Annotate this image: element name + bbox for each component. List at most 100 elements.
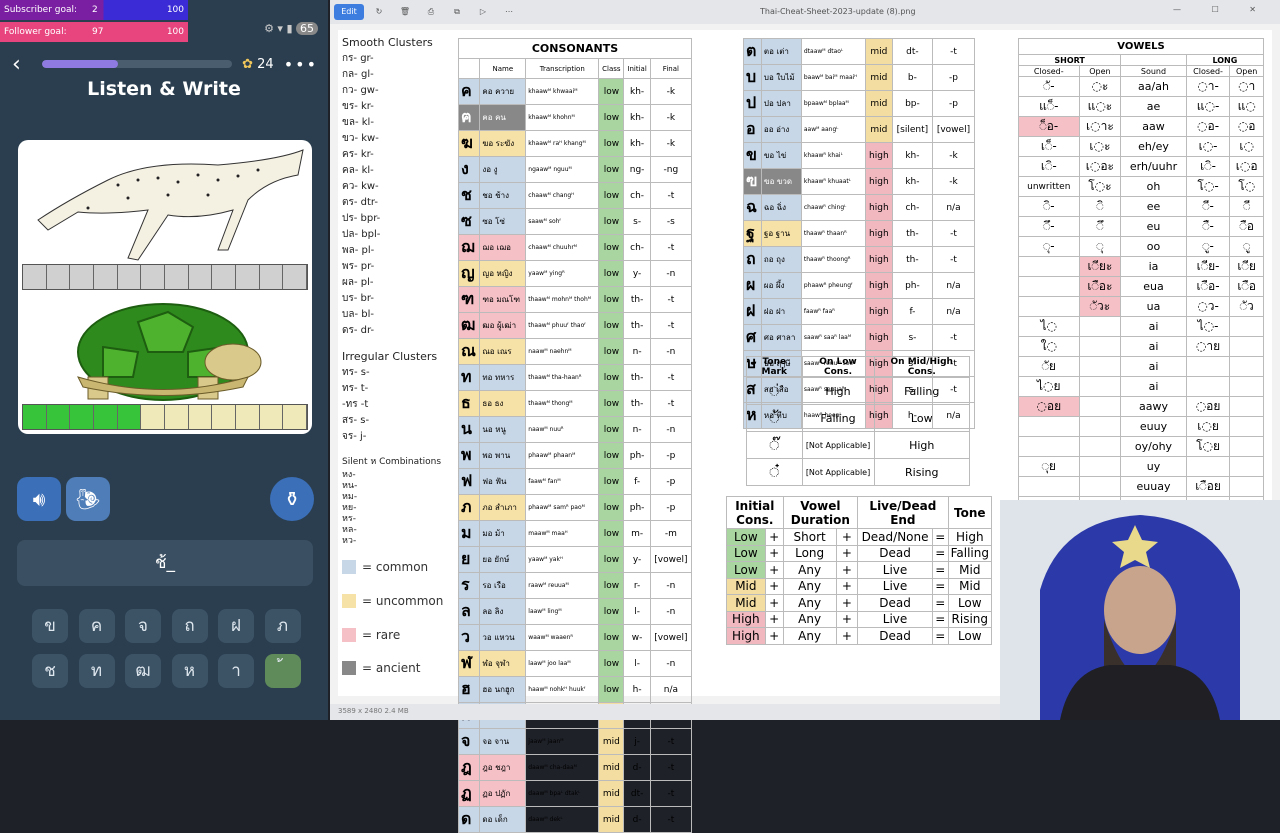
consonant-name: ดอ เด็ก	[479, 806, 527, 833]
tone-cell: [Not Applicable]	[801, 458, 875, 486]
print-icon[interactable]: ⎙	[427, 7, 435, 16]
consonant-class: low	[598, 130, 625, 157]
lesson-progress-fill	[42, 60, 119, 68]
consonant-class: high	[864, 168, 893, 195]
window-controls[interactable]: — ☐ ✕	[1173, 5, 1270, 14]
thai-key[interactable]: ถ	[171, 609, 208, 643]
thai-key[interactable]: จ	[125, 609, 161, 643]
consonant-class: low	[598, 364, 625, 391]
vowel-cell: ai	[1120, 336, 1187, 357]
rotate-icon[interactable]: ↻	[375, 7, 383, 16]
tone-cell: [Not Applicable]	[801, 431, 875, 459]
final-sound: -t	[649, 312, 693, 339]
thai-key[interactable]: ท	[78, 654, 115, 688]
vowel-cell: โ◌ย	[1185, 436, 1231, 457]
consonant-class: low	[598, 494, 625, 521]
thai-key[interactable]: ภ	[264, 609, 301, 643]
rule-cell: +	[835, 610, 859, 628]
vowel-row: euuy เ◌ย	[1018, 416, 1264, 437]
consonant-letter: ล	[457, 598, 481, 625]
consonant-letter: ณ	[457, 338, 481, 365]
vowel-cell: เ◌อ	[1229, 156, 1264, 177]
consonant-class: low	[598, 624, 625, 651]
speaker-button[interactable]: 🔊︎	[17, 477, 61, 521]
transcription: daawᴹ cha-daaᴹ	[525, 754, 600, 781]
more-icon[interactable]: ⋯	[505, 7, 513, 16]
irregular-clusters: Irregular Clusters ทร- s- ทร- t- -ทร -t สร-…	[342, 350, 452, 445]
consonant-letter: ช	[457, 182, 481, 209]
consonant-letter: ง	[457, 156, 481, 183]
thai-key[interactable]: ฝ	[218, 609, 254, 643]
consonant-letter: ต	[743, 38, 762, 65]
hint-button[interactable]: ⚱	[270, 477, 314, 521]
answer-input[interactable]: ช้_	[17, 540, 313, 586]
consonant-letter: ภ	[457, 494, 481, 521]
consonant-letter: ค	[457, 78, 481, 105]
transcription: faawᴿ faaᴿ	[800, 298, 866, 325]
slideshow-icon[interactable]: ▷	[479, 7, 487, 16]
column-header: Final	[649, 58, 693, 79]
vowel-cell: ◌ว-	[1185, 296, 1231, 317]
consonant-name: ออ อ่าง	[760, 116, 802, 143]
consonant-letter: ม	[457, 520, 481, 547]
slow-audio-button[interactable]: 🐌︎	[66, 477, 110, 521]
final-sound: n/a	[931, 298, 976, 325]
consonant-class: mid	[864, 64, 893, 91]
initial-sound: r-	[623, 572, 651, 599]
transcription: waawᴹ waaenᴿ	[525, 624, 600, 651]
edit-button[interactable]: Edit	[334, 4, 364, 20]
final-sound: -n	[649, 260, 693, 287]
initial-sound: th-	[623, 390, 651, 417]
initial-sound: kh-	[623, 78, 651, 105]
thai-key[interactable]: ช	[32, 654, 68, 688]
final-sound: -k	[931, 168, 976, 195]
cluster-row: หล-	[342, 525, 357, 535]
transcription: chaawᴹ changᴴ	[525, 182, 600, 209]
cluster-row: สร- s-	[342, 415, 370, 426]
cluster-row: ปล- bpl-	[342, 229, 381, 240]
vowel-row: ◌ุ- ◌ุ oo ◌ู- ◌ู	[1018, 236, 1264, 257]
initial-sound: s-	[891, 324, 933, 351]
consonant-class: low	[598, 650, 625, 677]
vowel-cell: oo	[1120, 236, 1187, 257]
transcription: dtaawᴹ dtaoᴸ	[800, 38, 866, 65]
consonant-row: รรอ เรือ raawᴹ reuuaᴹ low r- -n	[457, 572, 693, 599]
thai-key[interactable]: ข	[32, 609, 68, 643]
thai-key[interactable]: า	[218, 654, 254, 688]
delete-icon[interactable]: 🗑︎	[399, 7, 411, 16]
consonant-class: low	[598, 286, 625, 313]
consonant-class: mid	[598, 728, 625, 755]
transcription: daawᴹ dekᴸ	[525, 806, 600, 833]
consonant-row: ขขอ ไข่ khaawᴿ khaiᴸ high kh- -k	[743, 142, 976, 169]
more-options-icon[interactable]: •••	[283, 54, 318, 74]
consonant-name: ฑอ มณโฑ	[479, 286, 527, 313]
final-sound: -t	[649, 754, 693, 781]
cluster-row: หง-	[342, 470, 356, 480]
vowel-cell: เ◌ือ	[1229, 276, 1264, 297]
transcription: daawᴹ bpaᴸ dtakᴸ	[525, 780, 600, 807]
cluster-row: คร- kr-	[342, 149, 374, 160]
vowel-cell: ◌ี	[1229, 196, 1264, 217]
thai-key[interactable]: ค	[78, 609, 115, 643]
streamer-webcam	[1040, 515, 1240, 720]
vowel-cell: ◌า	[1229, 76, 1264, 97]
thai-key[interactable]: ฒ	[125, 654, 161, 688]
vowel-cell: ◌ัวะ	[1078, 296, 1122, 317]
vowel-cell: ◌ิ	[1078, 196, 1122, 217]
final-sound: -t	[649, 728, 693, 755]
rule-cell: +	[835, 528, 859, 546]
consonant-letter: ท	[457, 364, 481, 391]
thai-key[interactable]: ห	[171, 654, 208, 688]
thai-key[interactable]: ้	[264, 654, 301, 688]
vowel-cell: ◌ัย	[1018, 356, 1080, 377]
image-viewer: Edit ↻ 🗑︎ ⎙ ⧉ ▷ ⋯ Thai-Cheat-Sheet-2023-…	[330, 0, 1280, 833]
transcription: yaawᴹ yingᴿ	[525, 260, 600, 287]
consonant-name: บอ ใบไม้	[760, 64, 802, 91]
transcription: thaawᴿ thoongᴿ	[800, 246, 866, 273]
cluster-row: หม-	[342, 492, 358, 502]
consonant-letter: ฟ	[457, 468, 481, 495]
consonant-name: ฉอ ฉิ่ง	[760, 194, 802, 221]
viewer-toolbar: Edit ↻ 🗑︎ ⎙ ⧉ ▷ ⋯ Thai-Cheat-Sheet-2023-…	[330, 0, 1280, 24]
crop-icon[interactable]: ⧉	[454, 7, 460, 16]
back-arrow-icon[interactable]: ‹	[12, 51, 21, 77]
